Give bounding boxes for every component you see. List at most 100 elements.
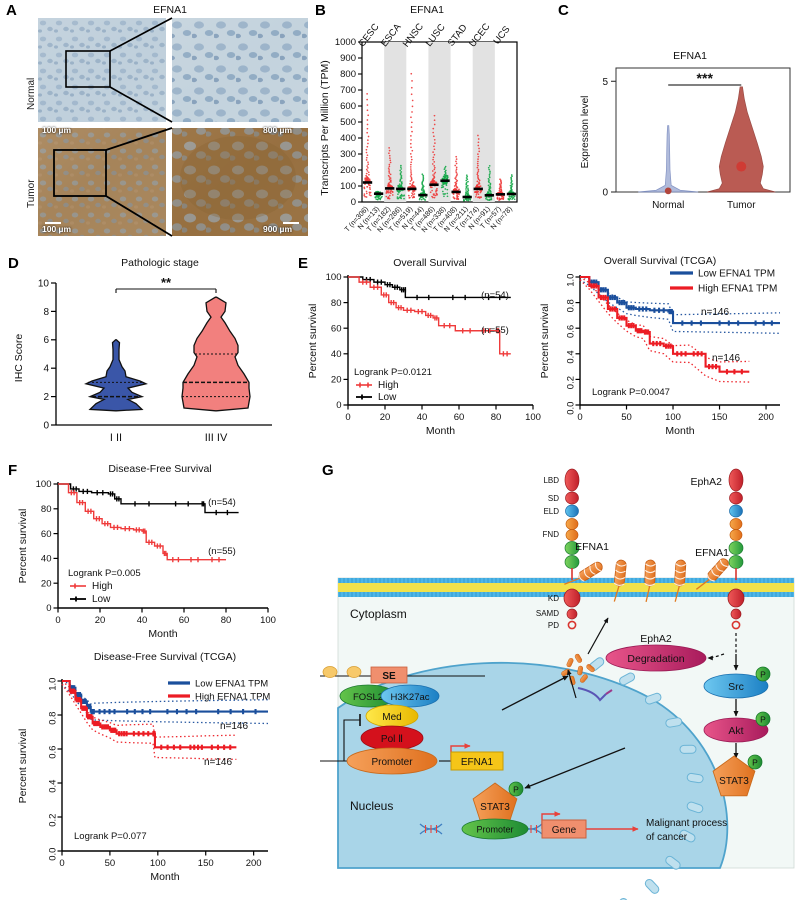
panel-b-point [410,116,412,119]
panel-b-point [389,177,392,179]
nuclear-pore [619,672,636,686]
panel-b-point [432,131,435,134]
svgE1-xlabel: Month [426,425,455,437]
se-node [370,666,408,684]
panel-b-point [411,105,414,108]
panel-d-ytick: 0 [43,420,49,431]
efna1-ligand-bound-left [564,561,603,585]
panel-b-point [433,148,436,151]
panel-b-point [422,188,425,191]
degradation-title: EphA2 [640,633,672,645]
panel-g: G Cytoplasm Nucleus LBD SD ELD FND KD SAMD PD Eph… [320,458,812,900]
panel-d: D Pathologic stage 0 2 4 6 8 10 IHC Score ** I I… [0,253,290,458]
ephA2-receptor-right [727,468,745,630]
panel-b-point [409,175,412,177]
panel-b-ytick: 200 [340,165,356,176]
se-label: SE [382,671,396,682]
panel-b-point [388,149,391,152]
panel-b-point [433,175,435,178]
panel-d-ylabel: IHC Score [13,334,25,383]
domain-label-lbd: LBD [543,476,559,485]
panel-b-point [400,181,403,183]
panel-b-point [366,145,369,148]
arrow-nucleus-out [501,675,569,711]
panel-b-point [510,176,512,179]
panel-b-point [431,170,434,172]
panel-b-point [400,168,403,170]
panel-b-point [366,98,368,101]
panel-b-point [388,178,391,181]
svgE2-ytick: 0.6 [566,325,577,338]
panel-b-point [477,168,480,171]
svgF2-xtick: 150 [198,858,214,869]
panel-b-point [444,165,447,168]
panel-b-ytick: 400 [340,133,356,144]
panel-b-point [478,185,481,188]
panel-c-significance: *** [697,70,714,86]
panel-b-point [489,187,492,189]
panel-b-ylabel: Transcripts Per Million (TPM) [319,60,331,196]
svgE1-xtick: 0 [345,412,350,423]
panel-b-point [365,168,368,171]
panel-b-point [490,192,492,194]
panel-b-point [465,177,468,179]
panel-b-point [388,172,391,174]
svgE2-xtick: 50 [621,412,632,423]
panel-b-point [366,154,369,157]
panel-b-point [487,191,489,193]
panel-b-point [411,130,413,133]
panel-b-point [367,139,369,141]
panel-b-point [365,148,368,151]
panel-c-xtick: Tumor [727,200,756,211]
med-label: Med [382,712,401,723]
panel-b-point [489,185,492,188]
panel-c-letter: C [558,2,569,19]
panel-b-point [488,176,491,179]
panel-e-right-n-low: n=146 [701,307,730,318]
panel-e-left-legend-low: Low [378,392,397,403]
phospho-stat3-cyto [747,754,763,770]
panel-c-title: EFNA1 [673,50,707,62]
panel-b-point [409,153,412,155]
panel-b-point [410,171,412,174]
panel-b-point [477,155,480,158]
promoter-node-2 [461,818,529,840]
panel-b-point [489,170,491,173]
panel-b-point [455,178,457,181]
panel-c-chart: 0 5 Expression level *** Normal Tumor [580,67,791,211]
panel-b-point [366,170,369,172]
domain-label-fnd: FND [543,530,560,539]
panel-b-point [365,178,368,180]
panel-b-point [398,183,401,186]
panel-b-point [432,151,434,153]
nuclear-pore [679,829,696,843]
panel-b-point [365,174,367,177]
panel-c-ytick: 0 [602,188,608,199]
panel-b-point [477,138,480,140]
svgE2-xtick: 0 [577,412,582,423]
panel-b-point [500,184,502,186]
panel-b-chart: 0 100 200 300 400 500 600 700 800 900 1000 Transcri… [319,21,518,234]
phospho-akt [755,711,771,727]
panel-e-right-legend-low: Low EFNA1 TPM [698,269,775,280]
svgE2-ytick: 1.0 [566,274,577,287]
svgF1-xlabel: Month [148,628,177,640]
svgF1-ylabel: Percent survival [17,509,29,584]
panel-b-point [366,127,369,130]
panel-e-letter: E [298,255,309,272]
pol2-label: Pol Ⅱ [381,734,403,745]
panel-a: A EFNA1 Normal Tumor [0,0,310,245]
panel-b-point [467,180,469,183]
panel-b-point [410,155,413,158]
panel-c-median-tumor [736,161,747,172]
panel-d-significance: ** [161,275,172,290]
panel-f-letter: F [8,462,18,479]
efna1-label-1: EFNA1 [575,541,609,553]
panel-b-point [389,159,392,162]
panel-b-point [476,162,479,165]
panel-b-point [434,142,436,144]
panel-b-point [367,114,370,117]
efna1-gene-label: EFNA1 [461,757,494,768]
panel-b-point [399,169,402,172]
panel-f-top-title: Disease-Free Survival [108,463,212,475]
